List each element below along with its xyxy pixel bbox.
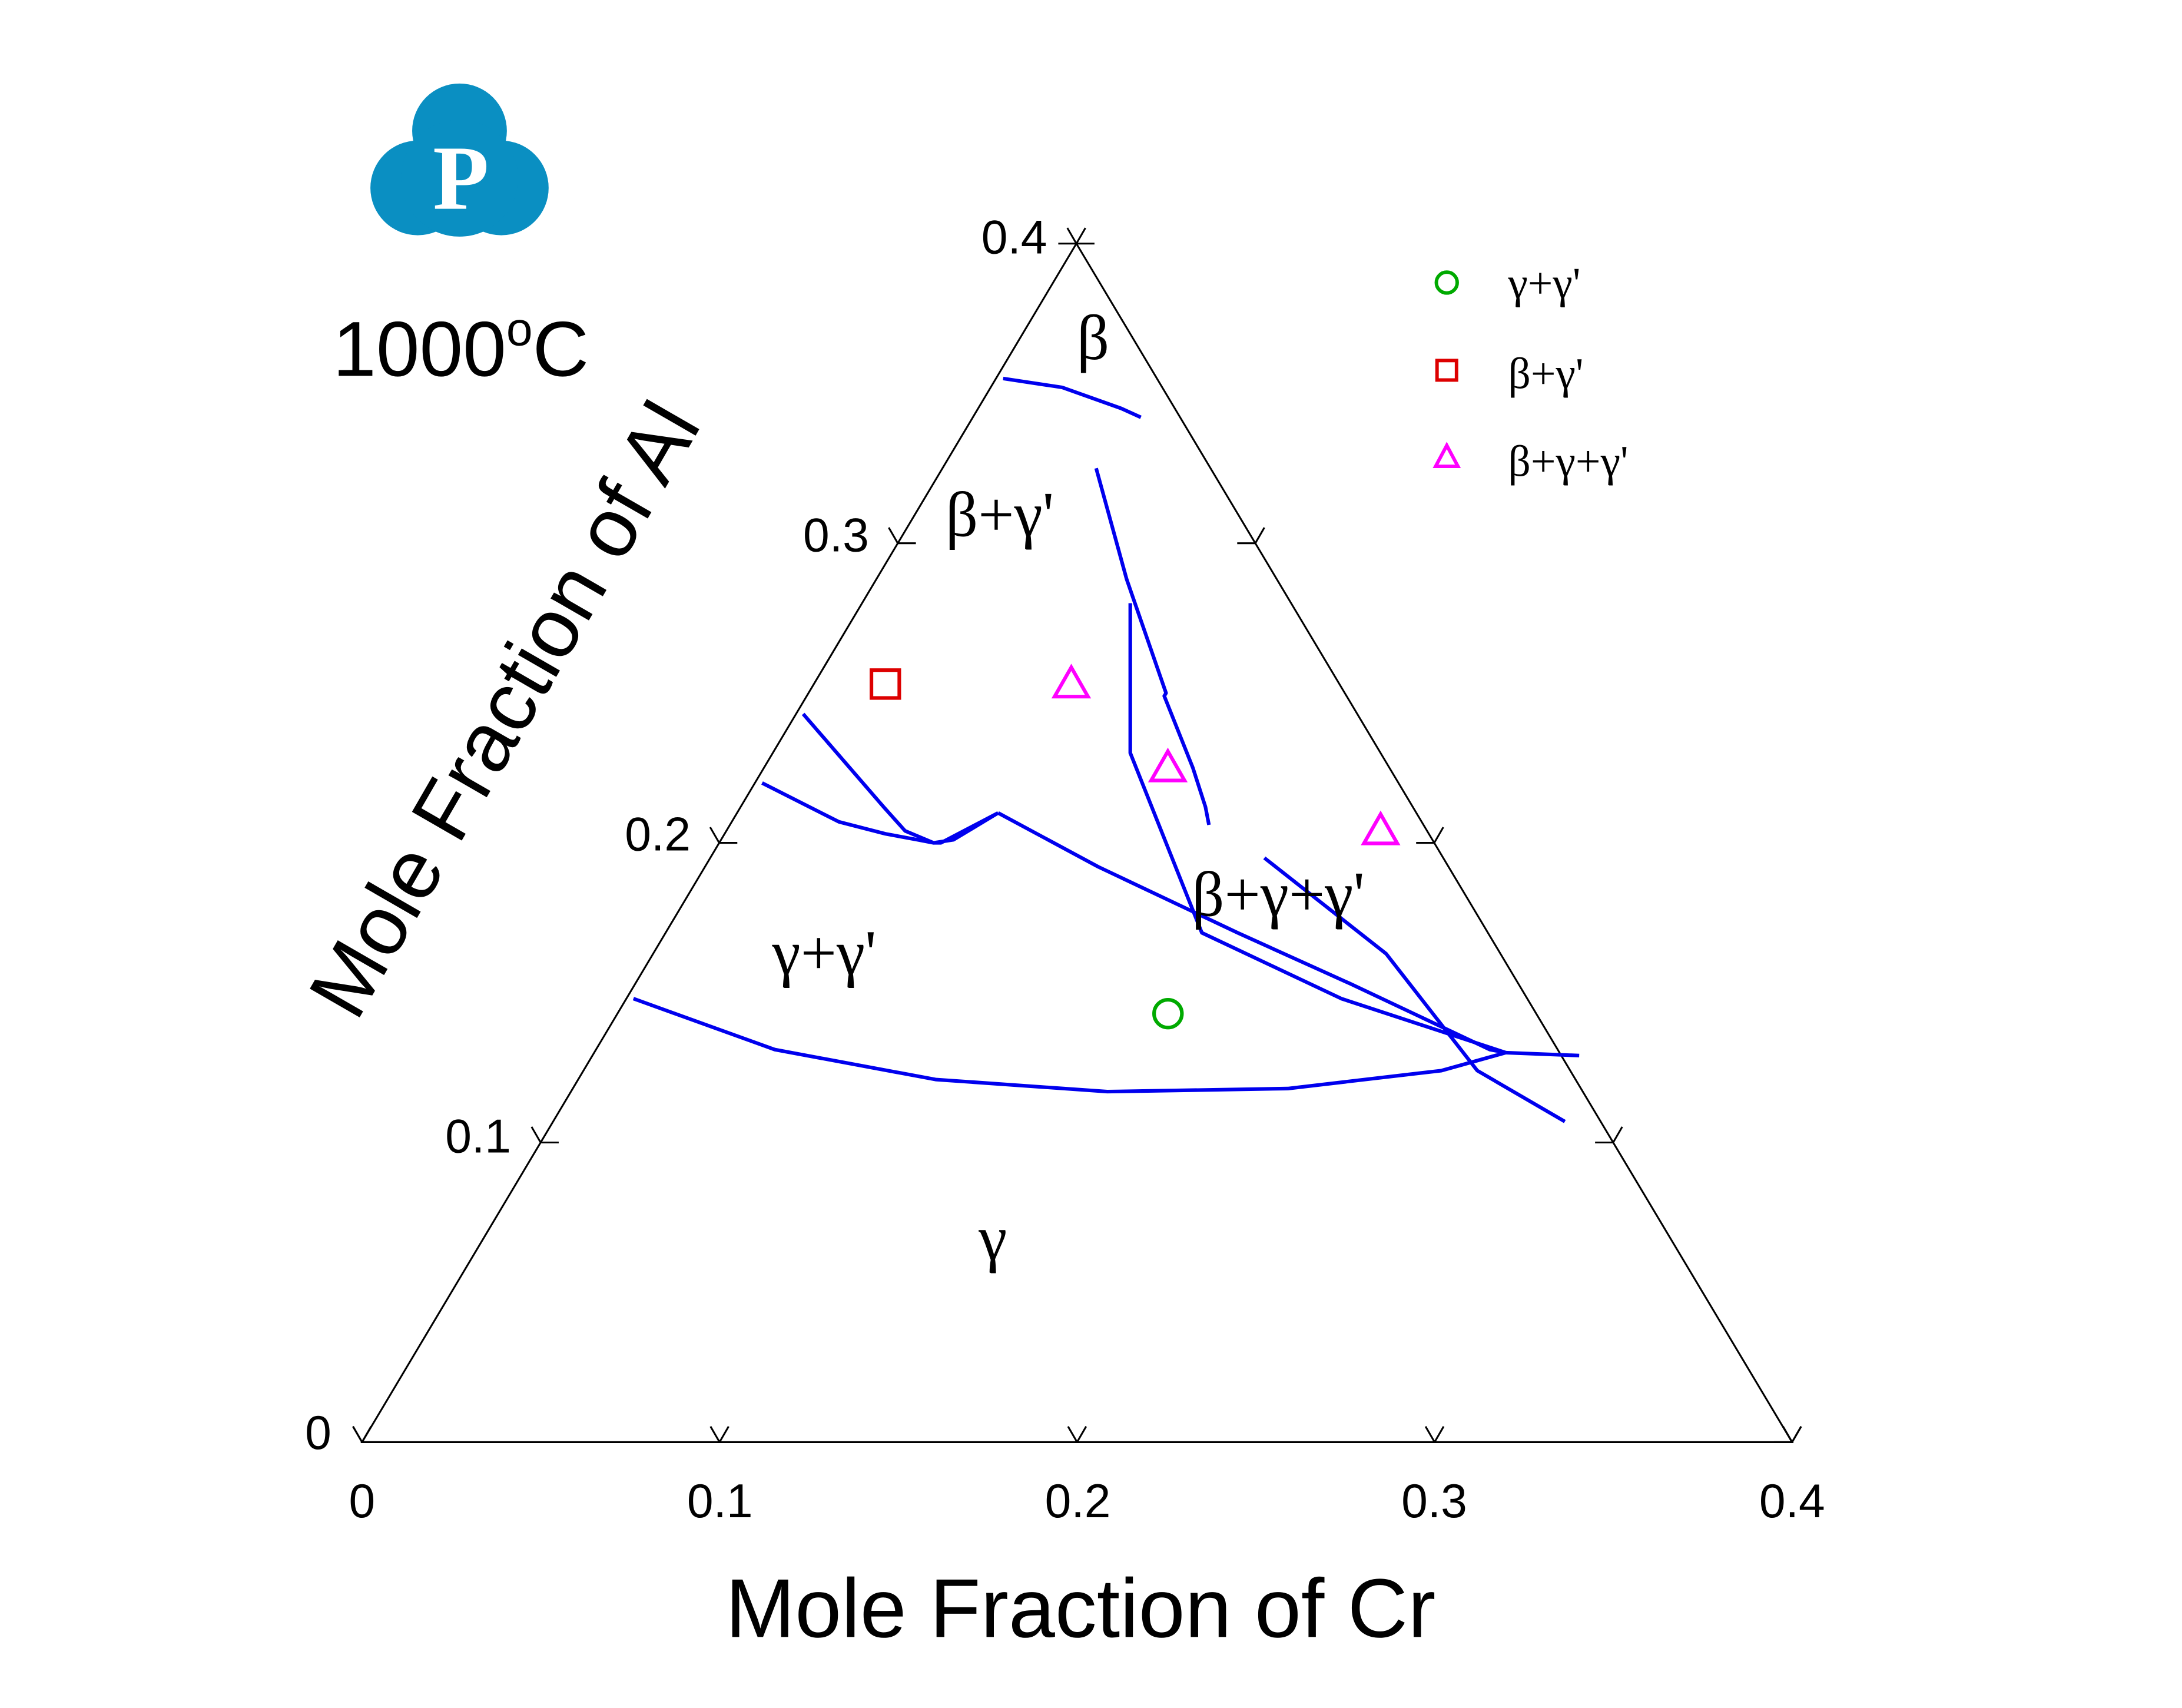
x-tick-label: 0.2 [1045,1475,1111,1528]
y-tick [352,1426,363,1443]
phase-boundary-line [761,781,999,845]
data-point-square [870,668,901,700]
x-tick [1424,1426,1435,1443]
x-tick-label: 0.4 [1759,1475,1825,1528]
x-tick [361,1426,372,1443]
y-tick [709,827,720,844]
title-unit: C [533,306,589,393]
data-point-circle [1152,997,1184,1030]
phase-boundary-line [997,811,1507,1054]
title-value: 1000 [333,306,506,393]
y-tick-label: 0.3 [803,509,869,562]
y-tick-label: 0.4 [981,211,1047,264]
x-tick [1791,1426,1802,1443]
phase-label-beta-gamma-prime: β+γ' [946,479,1054,550]
y-axis-title: Mole Fraction of Al [291,387,718,1032]
legend-label: γ+γ' [1507,259,1580,308]
x-tick-label: 0.3 [1401,1475,1467,1528]
data-point-triangle [1148,747,1188,782]
phase-label-gamma-gamma-prime: γ+γ' [772,917,877,989]
y-tick-labels: 0 0.1 0.2 0.3 0.4 [305,211,1047,1460]
right-tick [1254,527,1265,544]
data-point-triangle [1361,810,1401,845]
phase-boundary-line [1094,467,1211,825]
tick-marks [352,227,1802,1443]
legend-marker-circle [1434,270,1459,295]
phase-boundary-line [632,997,1507,1094]
y-tick [888,527,899,544]
title-superscript: o [506,303,533,356]
y-tick-label: 0 [305,1407,331,1460]
x-tick [1076,1426,1087,1443]
logo: P [370,83,549,237]
x-axis-title: Mole Fraction of Cr [725,1562,1435,1655]
chart-title: 1000oC [333,303,589,393]
phase-labels: β β+γ' γ+γ' β+γ+γ' γ [772,302,1365,1274]
x-tick-labels: 0 0.1 0.2 0.3 0.4 [349,1475,1825,1528]
phase-boundary-line [801,712,999,845]
right-tick [1075,227,1086,244]
x-tick [1434,1426,1445,1443]
legend-label: β+γ+γ' [1508,437,1628,486]
x-tick [709,1426,721,1443]
right-tick [1433,827,1444,844]
y-tick-label: 0.1 [445,1110,511,1163]
right-tick [1612,1126,1623,1143]
x-tick [1782,1426,1793,1443]
y-tick-label: 0.2 [625,808,691,861]
phase-label-beta: β [1077,302,1109,373]
data-points [870,664,1401,1030]
phase-label-gamma: γ [978,1203,1007,1274]
ternary-frame [360,241,1794,1443]
logo-lobe-center [401,120,518,237]
y-tick [1066,227,1077,244]
x-tick-label: 0 [349,1475,376,1528]
logo-letter: P [433,127,489,229]
legend-marker-square [1435,359,1458,382]
legend-label: β+γ' [1508,350,1583,399]
x-tick-label: 0.1 [687,1475,753,1528]
y-tick [530,1126,542,1143]
phase-boundaries [632,376,1580,1123]
phase-boundary-line [1003,376,1142,419]
data-point-triangle [1051,664,1092,699]
phase-boundary-line [1128,603,1507,1054]
legend-marker-triangle [1432,442,1461,468]
legend: γ+γ' β+γ' β+γ+γ' [1432,259,1629,486]
phase-label-beta-gamma-gamma-prime: β+γ+γ' [1192,859,1365,930]
phase-boundary-line [1263,856,1566,1123]
x-tick [1067,1426,1078,1443]
phase-boundary-line [1505,1050,1580,1057]
x-tick [718,1426,729,1443]
